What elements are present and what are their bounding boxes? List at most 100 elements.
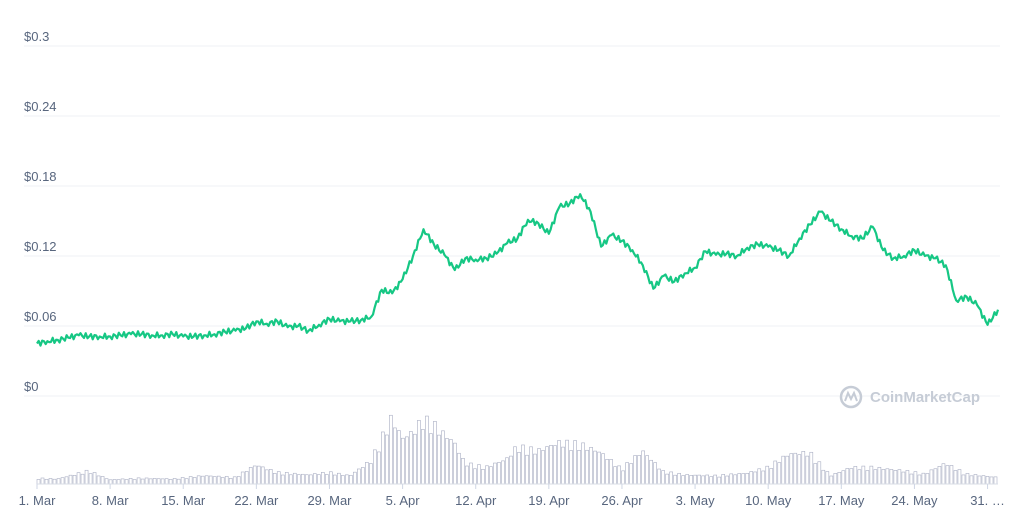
x-tick-label: 31. … [970,493,1005,508]
volume-bar [481,469,485,485]
volume-bar [272,473,277,485]
volume-bar [697,474,701,485]
price-line [36,193,1000,347]
volume-bar [44,478,49,485]
volume-bar [180,477,185,485]
x-tick-label: 26. Apr [601,493,643,508]
volume-bar [689,475,693,485]
volume-bar [865,470,870,485]
volume-bar [573,440,577,485]
volume-bar [36,479,41,485]
volume-bar [921,472,926,485]
volume-bar [505,457,509,485]
volume-bar [172,478,177,485]
volume-bar [773,460,778,485]
volume-bar [841,470,846,485]
volume-bar [437,434,441,485]
volume-bar [385,434,389,485]
volume-bar [288,474,293,485]
volume-bar [76,472,81,485]
volume-bar [765,465,770,485]
volume-bar [845,468,850,485]
volume-bar [833,473,838,485]
volume-bar [373,449,377,485]
volume-bar [84,469,89,485]
volume-bar [176,478,181,485]
volume-bar [593,450,597,485]
volume-bar [52,478,57,485]
volume-bar [669,471,673,485]
volume-bar [545,446,549,485]
coinmarketcap-logo-icon [839,385,863,409]
volume-bar [981,475,986,485]
volume-bar [973,474,978,485]
volume-bar [925,473,930,485]
volume-bar [220,477,225,485]
volume-bar [989,476,994,485]
volume-bar [80,473,85,485]
volume-bar [889,469,894,485]
volume-bar [625,462,629,485]
volume-bar [933,468,938,485]
volume-bar [421,429,425,485]
volume-bar [929,469,934,485]
volume-bar [337,472,341,485]
volume-bar [677,473,681,485]
volume-bar [449,439,453,485]
volume-bar [425,415,429,485]
x-tick-label: 19. Apr [528,493,570,508]
volume-bar [236,476,241,485]
volume-bar [92,472,97,485]
volume-bars [36,414,998,485]
volume-bar [477,464,481,485]
volume-bar [308,474,313,485]
watermark: CoinMarketCap [839,385,980,409]
volume-bar [329,471,333,485]
volume-bar [825,471,830,485]
volume-bar [304,474,309,485]
volume-bar [429,433,433,485]
volume-bar [469,462,473,485]
volume-bar [361,467,365,485]
volume-bar [561,446,565,485]
volume-bar [801,451,806,485]
volume-bar [341,475,345,485]
volume-bar [493,462,497,485]
volume-bar [497,462,501,485]
volume-bar [513,446,517,485]
y-tick-label: $0.18 [24,169,57,184]
volume-bar [629,463,633,485]
volume-bar [589,447,593,485]
volume-bar [993,476,998,485]
volume-bar [60,477,65,485]
volume-bar [381,431,385,485]
volume-bar [68,474,73,485]
volume-bar [333,474,337,485]
volume-bar [56,478,61,485]
volume-bar [465,465,469,485]
volume-bar [737,473,742,485]
x-tick-label: 8. Mar [92,493,130,508]
volume-bar [777,462,782,485]
volume-bar [753,471,758,485]
volume-bar [749,471,754,485]
volume-bar [312,473,317,485]
volume-bar [413,433,417,485]
volume-bar [757,468,762,485]
volume-bar [913,471,918,485]
volume-bar [485,465,489,485]
volume-bar [601,453,605,485]
volume-bar [641,450,645,485]
volume-bar [653,462,657,485]
x-tick-label: 12. Apr [455,493,497,508]
volume-bar [529,446,533,485]
volume-bar [164,478,169,485]
volume-bar [869,465,874,485]
volume-bar [280,474,285,485]
volume-bar [817,461,822,485]
volume-bar [905,470,910,485]
volume-bar [112,479,117,485]
volume-bar [901,471,906,485]
volume-bar [725,475,730,485]
